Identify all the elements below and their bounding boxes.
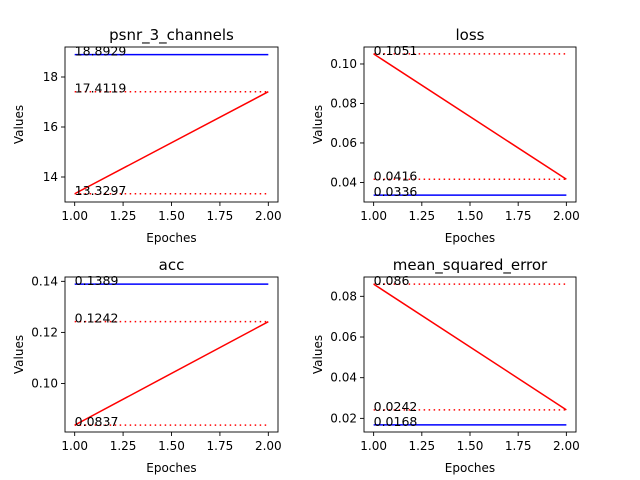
panel-4-ytick-label-1: 0.02 — [330, 411, 357, 425]
panel-3-xtick-label-5: 2.00 — [255, 439, 282, 453]
panel-4-xtick-label-2: 1.25 — [408, 439, 435, 453]
panel-4-series-line-2 — [373, 283, 567, 411]
panel-2-ytick-label-3: 0.08 — [330, 96, 357, 110]
panel-2-xtick-label-3: 1.50 — [457, 209, 484, 223]
panel-2-annotation-2: 0.0416 — [374, 168, 418, 183]
panel-2-xtick-label-4: 1.75 — [505, 209, 532, 223]
panel-4-ytick-label-4: 0.08 — [330, 289, 357, 303]
panel-3-ytick-label-2: 0.12 — [31, 325, 58, 339]
panel-3-xtick-label-1: 1.00 — [61, 439, 88, 453]
panel-2-title: loss — [456, 26, 485, 44]
panel-3-series-line-2 — [74, 321, 269, 426]
panel-4-xtick-label-1: 1.00 — [360, 439, 387, 453]
panel-2-annotation-1: 0.1051 — [374, 43, 418, 58]
panel-4-annotation-2: 0.0242 — [374, 399, 418, 414]
panel-1-ytick-label-2: 16 — [43, 120, 58, 134]
panel-2-xtick-label-1: 1.00 — [360, 209, 387, 223]
panel-1-ytick-label-1: 14 — [43, 170, 58, 184]
panel-2-xlabel: Epoches — [445, 231, 495, 245]
panel-3-xtick-label-4: 1.75 — [207, 439, 234, 453]
panel-3-ytick-label-1: 0.10 — [31, 376, 58, 390]
panel-3-title: acc — [159, 256, 185, 274]
panel-4-annotation-1: 0.086 — [374, 273, 410, 288]
panel-3-ytick-label-3: 0.14 — [31, 274, 58, 288]
panel-1-ytick-label-3: 18 — [43, 70, 58, 84]
panel-1-axes-frame — [64, 46, 279, 203]
panel-4-title: mean_squared_error — [393, 256, 548, 275]
panel-2-ytick-label-4: 0.10 — [330, 57, 357, 71]
panel-4-ylabel: Values — [311, 335, 325, 374]
panel-2-xtick-label-5: 2.00 — [553, 209, 580, 223]
panel-1-title: psnr_3_channels — [109, 26, 234, 45]
panel-1-annotation-2: 17.4119 — [75, 81, 127, 96]
panel-1-ylabel: Values — [12, 105, 26, 144]
panel-1-annotation-1: 18.8929 — [75, 44, 127, 59]
panel-4-xtick-label-3: 1.50 — [457, 439, 484, 453]
panel-4-ytick-label-2: 0.04 — [330, 371, 357, 385]
panel-2-ytick-label-2: 0.06 — [330, 136, 357, 150]
panel-4-ytick-label-3: 0.06 — [330, 330, 357, 344]
panel-3-annotation-1: 0.1389 — [75, 273, 119, 288]
panel-4-xlabel: Epoches — [445, 461, 495, 475]
panel-1-xtick-label-5: 2.00 — [255, 209, 282, 223]
panel-3-axes-frame — [64, 276, 279, 433]
panel-4-xtick-label-4: 1.75 — [505, 439, 532, 453]
panel-2-annotation-3: 0.0336 — [374, 184, 418, 199]
panel-3-xtick-label-3: 1.50 — [158, 439, 185, 453]
panel-1-xtick-label-1: 1.00 — [61, 209, 88, 223]
panel-1-xtick-label-2: 1.25 — [110, 209, 137, 223]
panel-2-series-line-2 — [373, 53, 567, 180]
panel-1-xtick-label-4: 1.75 — [207, 209, 234, 223]
panel-3-xlabel: Epoches — [146, 461, 196, 475]
panel-1-series-line-2 — [74, 91, 269, 195]
panel-4-xtick-label-5: 2.00 — [553, 439, 580, 453]
panel-1-xlabel: Epoches — [146, 231, 196, 245]
panel-4-annotation-3: 0.0168 — [374, 414, 418, 429]
panel-3-annotation-3: 0.0837 — [75, 414, 119, 429]
panel-2-ytick-label-1: 0.04 — [330, 175, 357, 189]
panel-1-xtick-label-3: 1.50 — [158, 209, 185, 223]
panel-2-xtick-label-2: 1.25 — [408, 209, 435, 223]
panel-3-xtick-label-2: 1.25 — [110, 439, 137, 453]
panel-3-annotation-2: 0.1242 — [75, 311, 119, 326]
panel-3-ylabel: Values — [12, 335, 26, 374]
panel-1-annotation-3: 13.3297 — [75, 183, 127, 198]
panel-2-ylabel: Values — [311, 105, 325, 144]
